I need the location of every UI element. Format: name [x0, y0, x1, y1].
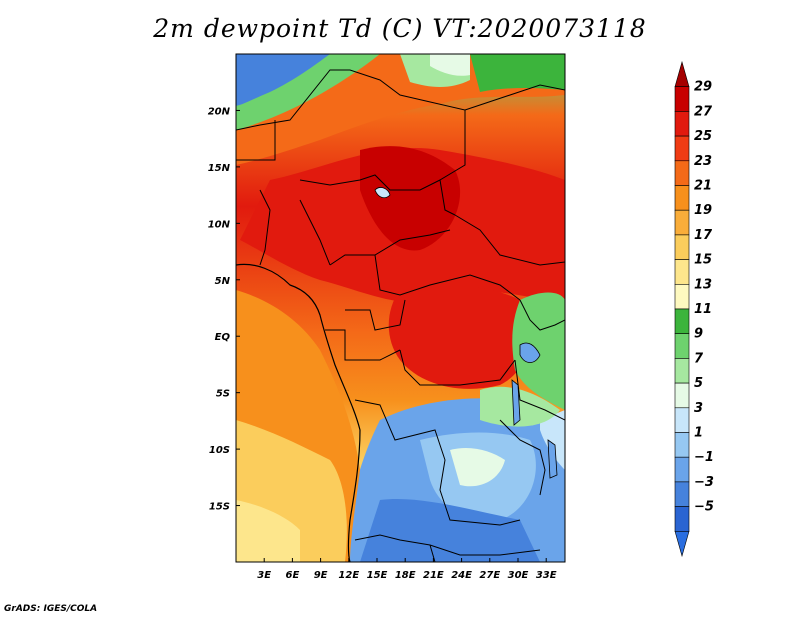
x-tick-label: 30E: [508, 570, 529, 581]
colorbar-swatch: [674, 432, 690, 458]
y-axis: 20N 15N 10N 5N EQ 5S 10S 15S: [208, 106, 240, 513]
colorbar-swatch: [674, 382, 690, 409]
y-tick-label: 5N: [215, 276, 231, 287]
colorbar-label: 23: [694, 154, 712, 169]
colorbar-swatch: [674, 456, 690, 483]
colorbar-label: 29: [694, 80, 712, 95]
x-tick-label: 15E: [367, 570, 388, 581]
y-tick-label: EQ: [215, 332, 231, 343]
x-tick-label: 6E: [286, 570, 300, 581]
colorbar-swatch: [674, 160, 690, 186]
colorbar-label: 15: [694, 253, 712, 268]
colorbar-swatch: [674, 481, 690, 507]
lake-victoria: [519, 342, 541, 363]
colorbar-label: 27: [694, 104, 713, 119]
grads-credit: GrADS: IGES/COLA: [4, 604, 98, 614]
colorbar-label: 21: [694, 179, 712, 194]
colorbar: 29 27 25 23 21 19 17 15 13 11 9 7 5 3 1 −1 −3 −5: [674, 60, 714, 558]
colorbar-label: −3: [694, 475, 714, 490]
colorbar-label: 5: [694, 376, 703, 391]
colorbar-label: −5: [694, 500, 714, 515]
colorbar-swatch: [674, 86, 690, 112]
x-tick-label: 12E: [338, 570, 359, 581]
colorbar-label: 1: [694, 426, 703, 441]
colorbar-swatch: [674, 111, 690, 137]
x-tick-label: 21E: [423, 570, 444, 581]
colorbar-label: −1: [694, 450, 714, 465]
colorbar-swatch: [674, 259, 690, 285]
y-tick-label: 10N: [208, 219, 231, 230]
colorbar-label: 25: [694, 129, 712, 144]
x-axis: 3E 6E 9E 12E 15E 18E 21E 24E 27E 30E 33E: [257, 558, 557, 581]
x-tick-label: 33E: [536, 570, 557, 581]
colorbar-swatch: [674, 530, 690, 558]
colorbar-label: 7: [694, 351, 704, 366]
colorbar-swatch: [674, 506, 690, 532]
y-tick-label: 15S: [209, 502, 230, 513]
x-tick-label: 24E: [451, 570, 472, 581]
y-tick-label: 15N: [208, 163, 231, 174]
colorbar-swatch: [674, 135, 690, 162]
colorbar-swatch: [674, 358, 690, 384]
dewpoint-field: [236, 54, 565, 562]
colorbar-swatch: [674, 209, 690, 236]
x-tick-label: 3E: [257, 570, 271, 581]
colorbar-label: 17: [694, 228, 713, 243]
coastline: [235, 263, 361, 563]
colorbar-label: 11: [694, 302, 712, 317]
colorbar-label: 3: [694, 401, 703, 416]
country-borders: [236, 69, 565, 562]
lake-malawi: [547, 439, 558, 479]
colorbar-swatch: [674, 185, 690, 211]
colorbar-swatch: [674, 234, 690, 260]
lake-tanganyika: [511, 379, 521, 426]
colorbar-label: 13: [694, 277, 712, 292]
colorbar-swatch: [674, 407, 690, 433]
colorbar-swatch: [674, 283, 690, 310]
map-title: 2m dewpoint Td (C) VT:2020073118: [153, 14, 647, 43]
colorbar-swatch: [674, 308, 690, 335]
x-tick-label: 9E: [314, 570, 328, 581]
map-frame: [235, 53, 566, 563]
y-tick-label: 5S: [216, 389, 230, 400]
x-tick-label: 27E: [479, 570, 500, 581]
x-tick-label: 18E: [395, 570, 416, 581]
y-tick-label: 10S: [209, 445, 230, 456]
colorbar-swatch: [674, 60, 690, 87]
lake-chad: [374, 187, 391, 199]
y-tick-label: 20N: [208, 106, 231, 117]
colorbar-label: 9: [694, 327, 703, 342]
colorbar-label: 19: [694, 203, 712, 218]
colorbar-swatch: [674, 333, 690, 359]
